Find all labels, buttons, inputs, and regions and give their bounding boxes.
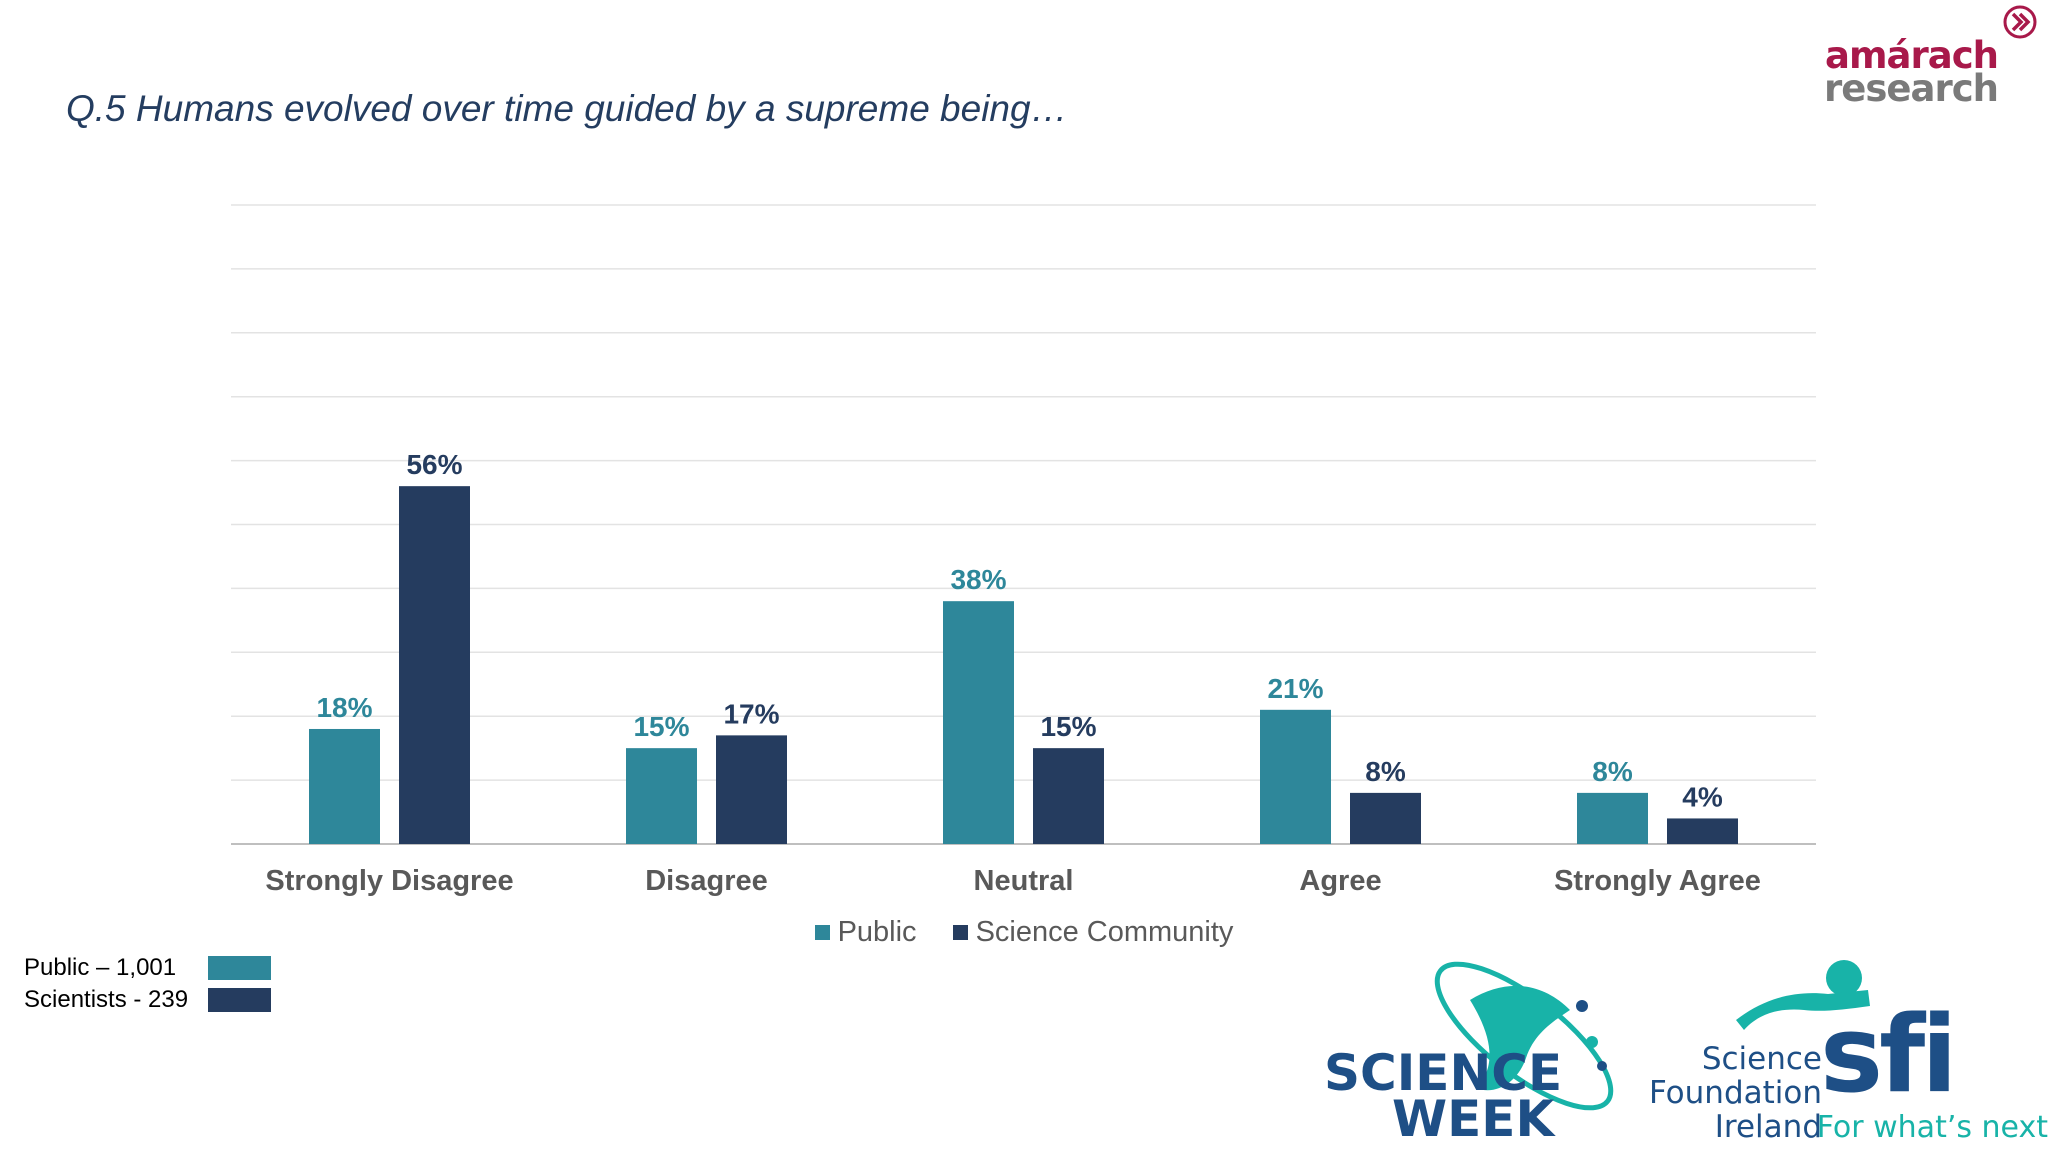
value-label-public-strongly-disagree: 18%	[316, 692, 372, 723]
sample-size-label-public: Public – 1,001	[24, 954, 177, 981]
bar-science-community-agree	[1350, 792, 1421, 844]
bar-public-agree	[1260, 709, 1331, 844]
chart-legend: Public Science Community	[0, 916, 2048, 949]
bar-science-community-strongly-agree	[1667, 818, 1738, 844]
sample-size-swatch-public	[208, 956, 271, 980]
amarach-logo-word: amárach	[1825, 34, 1999, 77]
category-labels: Strongly Disagree Disagree Neutral Agree Str…	[265, 865, 1760, 897]
bar-public-disagree	[626, 748, 697, 844]
value-label-science-community-neutral: 15%	[1040, 711, 1096, 742]
sfi-logo-line2: Foundation	[1648, 1075, 1822, 1111]
bar-science-community-disagree	[716, 735, 787, 844]
legend-item-public: Public	[814, 916, 917, 949]
bar-public-neutral	[943, 601, 1014, 844]
value-label-public-agree: 21%	[1267, 673, 1323, 704]
legend-label-public: Public	[837, 916, 917, 948]
sfi-logo: Science Foundation Ireland sfi For what’…	[1632, 950, 2048, 1150]
sfi-logo-mark: sfi	[1820, 993, 1958, 1116]
bars	[309, 486, 1738, 844]
category-label-neutral: Neutral	[974, 865, 1074, 897]
science-week-orbit-icon	[1434, 961, 1614, 1111]
category-label-agree: Agree	[1299, 865, 1381, 897]
value-label-science-community-disagree: 17%	[723, 698, 779, 729]
gridlines	[231, 204, 1816, 845]
bar-public-strongly-disagree	[309, 728, 380, 844]
category-label-strongly-disagree: Strongly Disagree	[265, 865, 513, 897]
sfi-figure-icon	[1736, 960, 1870, 1030]
amarach-logo-subword: research	[1824, 67, 1999, 110]
slide-title: Q.5 Humans evolved over time guided by a…	[66, 88, 1068, 129]
sample-size-row-scientists: Scientists - 239	[24, 984, 271, 1016]
value-label-public-neutral: 38%	[950, 564, 1006, 595]
value-label-science-community-strongly-disagree: 56%	[406, 449, 462, 480]
sfi-logo-line3: Ireland	[1714, 1109, 1822, 1145]
science-week-logo: SCIENCE WEEK	[1320, 958, 1630, 1144]
category-label-disagree: Disagree	[645, 865, 768, 897]
legend-item-science-community: Science Community	[952, 916, 1234, 949]
science-week-logo-line2: WEEK	[1392, 1090, 1555, 1148]
category-label-strongly-agree: Strongly Agree	[1554, 865, 1761, 897]
legend-label-science-community: Science Community	[975, 916, 1234, 948]
value-label-science-community-strongly-agree: 4%	[1682, 781, 1723, 812]
bar-science-community-neutral	[1033, 748, 1104, 844]
bar-science-community-strongly-disagree	[399, 486, 470, 844]
value-label-public-disagree: 15%	[633, 711, 689, 742]
value-label-science-community-agree: 8%	[1365, 756, 1406, 787]
sample-size-row-public: Public – 1,001	[24, 952, 271, 984]
science-week-logo-line1: SCIENCE	[1324, 1044, 1563, 1102]
sfi-logo-words: Science Foundation Ireland	[1649, 1042, 1822, 1144]
legend-swatch-science-community	[952, 925, 968, 940]
sample-size-label-scientists: Scientists - 239	[24, 986, 189, 1013]
bar-public-strongly-agree	[1577, 792, 1648, 844]
value-labels: 18% 56% 15% 17% 38% 15% 21% 8% 8% 4%	[316, 449, 1722, 812]
sfi-logo-tagline: For what’s next	[1816, 1110, 2048, 1145]
value-label-public-strongly-agree: 8%	[1592, 756, 1633, 787]
bar-chart: 18% 56% 15% 17% 38% 15% 21% 8% 8% 4% Strongly Dis…	[231, 204, 1816, 897]
sfi-logo-line1: Science	[1701, 1041, 1822, 1077]
sample-size-key: Public – 1,001 Scientists - 239	[24, 952, 271, 1016]
amarach-chevron-icon	[2003, 5, 2037, 39]
sample-size-swatch-scientists	[208, 988, 271, 1012]
amarach-research-logo: amárach research	[1824, 4, 2038, 110]
legend-swatch-public	[814, 925, 830, 940]
